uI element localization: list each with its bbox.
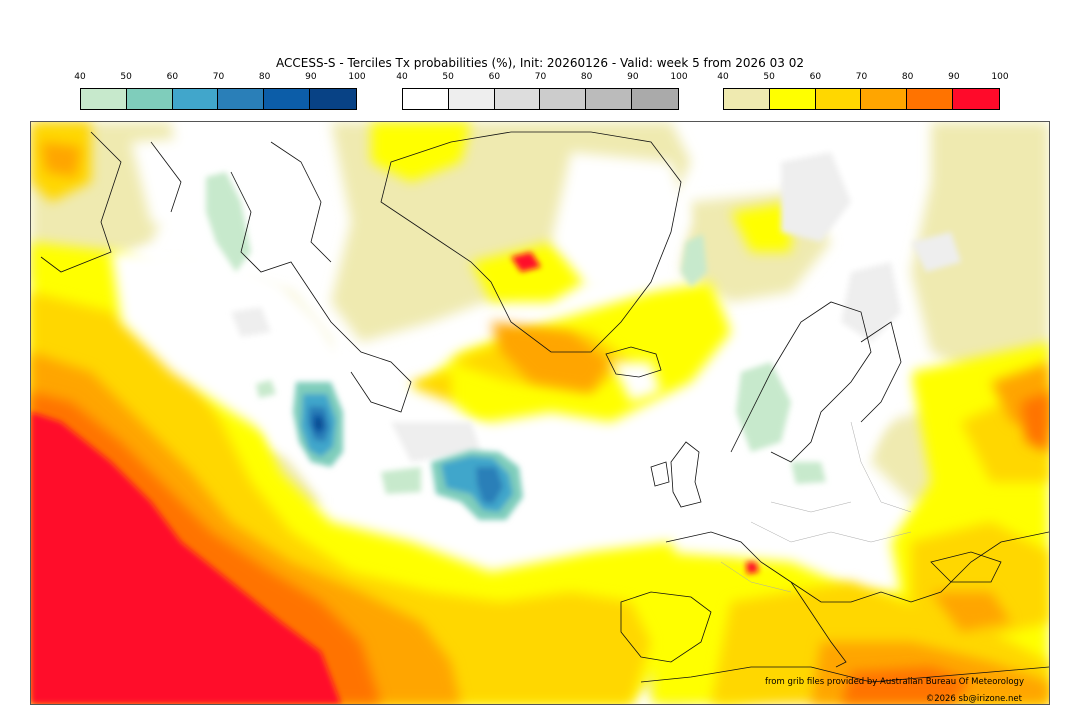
- legend-tick-label: 40: [74, 72, 86, 82]
- legend-swatch: [172, 89, 219, 109]
- legend-tick-label: 60: [166, 72, 179, 82]
- legend-tick-label: 60: [809, 72, 822, 82]
- legend-colorbar: [723, 88, 1000, 110]
- legend-colorbar: [80, 88, 357, 110]
- legend-tick-label: 80: [580, 72, 593, 82]
- legend-tick-label: 70: [855, 72, 868, 82]
- legend-tick-label: 100: [991, 72, 1009, 82]
- legend-swatch: [724, 89, 770, 109]
- legend-swatch: [586, 89, 633, 109]
- legend-swatch: [264, 89, 311, 109]
- legend-tick-label: 50: [763, 72, 775, 82]
- legend-swatch: [769, 89, 816, 109]
- borders: [720, 421, 912, 593]
- above-90-zones: [31, 252, 759, 704]
- legend-tick-label: 60: [488, 72, 501, 82]
- legend-above-normal: 40 50 60 70 80 90 100: [717, 72, 1009, 112]
- legend-swatch: [815, 89, 862, 109]
- below-normal-blob-west: [293, 382, 343, 467]
- legend-tick-label: 50: [442, 72, 454, 82]
- legend-tick-label: 50: [120, 72, 132, 82]
- legend-tick-label: 80: [901, 72, 914, 82]
- legend-near-normal: 40 50 60 70 80 90 100: [396, 72, 688, 112]
- coastlines: [40, 131, 1049, 683]
- legend-ticks: 40 50 60 70 80 90 100: [74, 72, 365, 84]
- legend-swatch: [953, 89, 999, 109]
- source-credit: from grib files provided by Australian B…: [764, 677, 1024, 687]
- legend-swatch: [81, 89, 127, 109]
- legend-tick-label: 80: [258, 72, 271, 82]
- legend-tick-label: 70: [212, 72, 225, 82]
- copyright-credit: ©2026 sb@irizone.net: [925, 694, 1022, 704]
- map-panel: [30, 121, 1050, 705]
- legend-below-normal: 40 50 60 70 80 90 100: [74, 72, 366, 112]
- legend-tick-label: 70: [534, 72, 547, 82]
- legend-swatch: [403, 89, 449, 109]
- below-40-zones: [206, 172, 826, 494]
- legend-tick-label: 40: [717, 72, 729, 82]
- legend-swatch: [861, 89, 908, 109]
- legend-tick-label: 90: [627, 72, 639, 82]
- legend-tick-label: 90: [948, 72, 960, 82]
- chart-title: ACCESS-S - Terciles Tx probabilities (%)…: [276, 56, 804, 70]
- legend-swatch: [126, 89, 173, 109]
- legend-ticks: 40 50 60 70 80 90 100: [396, 72, 687, 84]
- legend-swatch: [907, 89, 954, 109]
- legend-swatch: [218, 89, 265, 109]
- legend-swatch: [494, 89, 541, 109]
- below-normal-blob-central: [431, 450, 523, 520]
- legend-swatch: [310, 89, 356, 109]
- near-normal-grey-zones: [231, 152, 961, 462]
- legend-tick-label: 40: [396, 72, 408, 82]
- legend-swatch: [448, 89, 495, 109]
- legend-ticks: 40 50 60 70 80 90 100: [717, 72, 1008, 84]
- legend-colorbar: [402, 88, 679, 110]
- legend-swatch: [540, 89, 587, 109]
- probability-map: [31, 122, 1049, 704]
- legend-tick-label: 90: [305, 72, 317, 82]
- legend-tick-label: 100: [348, 72, 366, 82]
- legend-swatch: [632, 89, 678, 109]
- legend-tick-label: 100: [670, 72, 688, 82]
